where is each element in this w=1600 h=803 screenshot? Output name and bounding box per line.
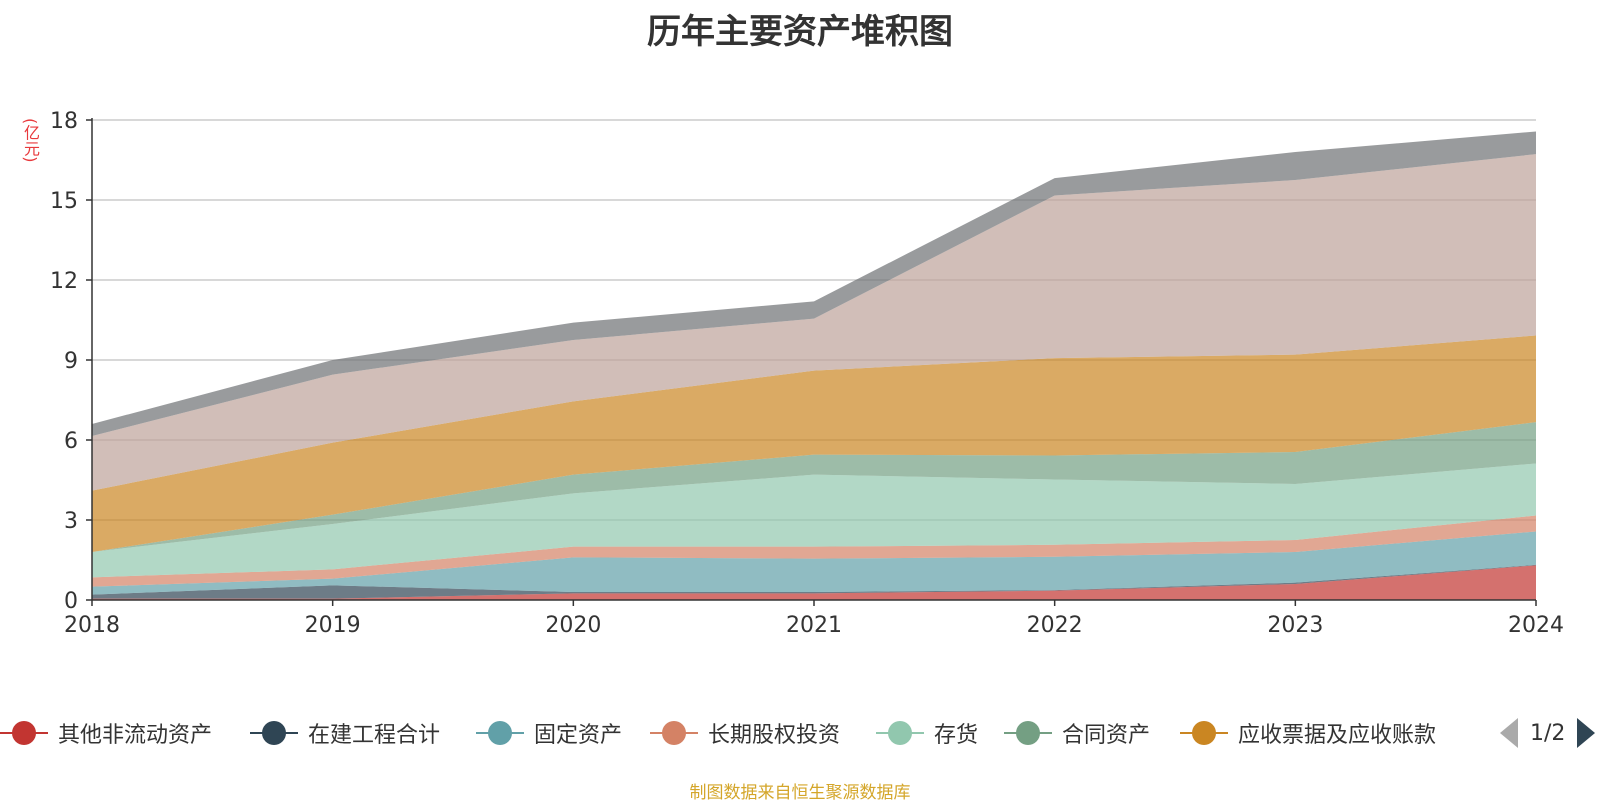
chevron-right-icon[interactable] [1577,718,1596,748]
y-axis-unit-label: (亿元) [21,118,40,163]
x-tick-label-2: 2020 [545,613,601,638]
chevron-left-icon[interactable] [1500,718,1518,748]
y-tick-label-0: 0 [64,589,78,614]
legend-label: 其他非流动资产 [58,723,213,748]
legend-item-0[interactable]: 其他非流动资产 [0,713,212,753]
y-tick-label-3: 9 [64,349,78,374]
x-tick-label-3: 2021 [786,613,842,638]
legend-label: 合同资产 [1062,723,1151,748]
y-tick-label-1: 3 [64,509,78,534]
y-tick-label-5: 15 [50,189,78,214]
legend-marker-icon [650,720,698,746]
legend-item-1[interactable]: 在建工程合计 [250,713,440,753]
area-series-3 [92,515,1536,587]
legend-item-6[interactable]: 应收票据及应收账款 [1180,713,1436,753]
legend-label: 固定资产 [534,723,623,748]
x-tick-label-0: 2018 [64,613,120,638]
y-tick-label-4: 12 [50,269,78,294]
y-tick-label-2: 6 [64,429,78,454]
area-series-4 [92,463,1536,578]
legend-item-5[interactable]: 合同资产 [1004,713,1150,753]
legend-label: 长期股权投资 [708,723,841,748]
legend-label: 存货 [934,723,979,748]
legend-marker-icon [1180,720,1228,746]
legend-marker-icon [476,720,524,746]
legend-marker-icon [250,720,298,746]
chart-legend: 其他非流动资产 在建工程合计 固定资产 长期股权投资 存货 合同资产 应收票据及应收账款 [0,713,1600,753]
x-tick-label-6: 2024 [1508,613,1564,638]
legend-pager: 1/2 [1500,713,1596,753]
area-series-2 [92,531,1536,595]
legend-page-indicator: 1/2 [1530,720,1566,746]
area-series-8 [92,131,1536,436]
x-tick-label-1: 2019 [305,613,361,638]
y-tick-label-6: 18 [50,109,78,134]
legend-item-2[interactable]: 固定资产 [476,713,622,753]
area-series-7 [92,154,1536,491]
legend-label: 应收票据及应收账款 [1238,723,1437,748]
area-series-1 [92,564,1536,599]
area-series-6 [92,335,1536,552]
x-tick-label-4: 2022 [1027,613,1083,638]
legend-marker-icon [1004,720,1052,746]
chart-title: 历年主要资产堆积图 [647,12,953,52]
area-series-5 [92,422,1536,552]
legend-item-3[interactable]: 长期股权投资 [650,713,840,753]
legend-item-4[interactable]: 存货 [876,713,978,753]
legend-label: 在建工程合计 [308,723,441,748]
legend-marker-icon [876,720,924,746]
legend-marker-icon [0,720,48,746]
source-note: 制图数据来自恒生聚源数据库 [689,783,911,803]
area-series-0 [92,565,1536,600]
x-tick-label-5: 2023 [1267,613,1323,638]
